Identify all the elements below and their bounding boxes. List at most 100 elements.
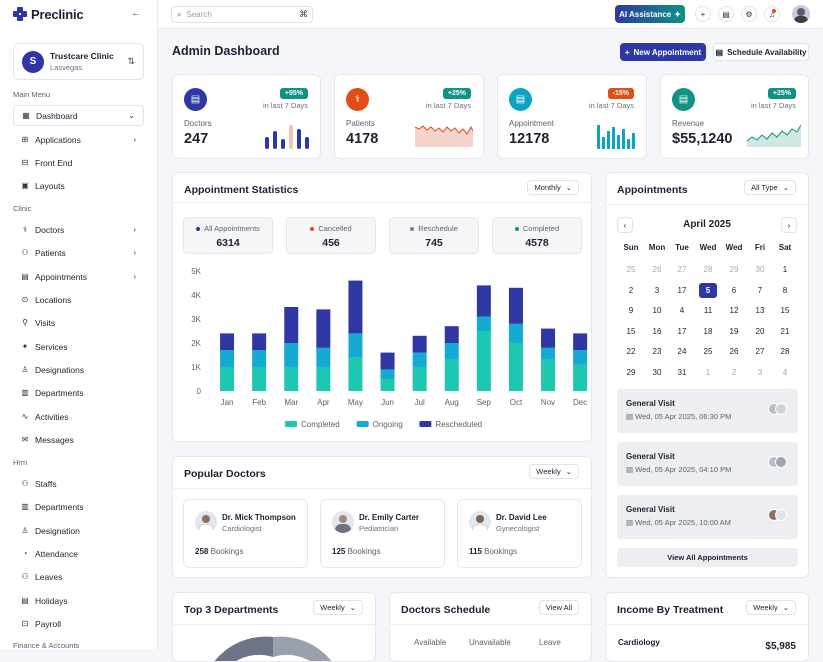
sidebar-item-patients[interactable]: ⚇ Patients › bbox=[13, 242, 144, 263]
doctor-card[interactable]: Dr. Emily Carter Pediatrician 125 Bookin… bbox=[320, 499, 445, 568]
visit-item[interactable]: General Visit ▤ Wed, 05 Apr 2025, 06:30 … bbox=[617, 389, 798, 433]
calendar-day[interactable]: 2 bbox=[731, 367, 737, 377]
sidebar-item-locations[interactable]: ⊙ Locations bbox=[13, 289, 144, 310]
next-month-button[interactable]: › bbox=[781, 217, 797, 233]
add-icon[interactable]: + bbox=[695, 6, 711, 22]
weekly-filter-dropdown[interactable]: Weekly ⌄ bbox=[746, 600, 796, 615]
sidebar-item-hrm-departments[interactable]: ▥ Departments bbox=[13, 496, 144, 517]
bar-segment-rescheduled bbox=[444, 326, 459, 343]
ai-assistance-button[interactable]: AI Assistance ✦ bbox=[615, 5, 685, 23]
calendar-day[interactable]: 17 bbox=[677, 326, 687, 336]
prev-month-button[interactable]: ‹ bbox=[617, 217, 633, 233]
calendar-day[interactable]: 2 bbox=[628, 285, 634, 295]
doctor-card[interactable]: Dr. Mick Thompson Cardiologist 258 Booki… bbox=[183, 499, 308, 568]
visit-item[interactable]: General Visit ▤ Wed, 05 Apr 2025, 10:00 … bbox=[617, 495, 798, 539]
settings-icon[interactable]: ⚙ bbox=[741, 6, 757, 22]
calendar-day[interactable]: 11 bbox=[703, 306, 713, 315]
divider bbox=[173, 624, 375, 625]
calendar-day[interactable]: 3 bbox=[654, 285, 660, 295]
calendar-day[interactable]: 26 bbox=[729, 347, 739, 356]
calendar-day[interactable]: 23 bbox=[652, 347, 662, 356]
calendar-day[interactable]: 1 bbox=[705, 367, 711, 377]
calendar-day[interactable]: 6 bbox=[731, 285, 737, 295]
collapse-sidebar-icon[interactable]: ← bbox=[131, 8, 141, 19]
sidebar-item-designation[interactable]: ♙ Designation bbox=[13, 520, 144, 541]
calendar-day[interactable]: 10 bbox=[652, 306, 662, 315]
calendar-day[interactable]: 30 bbox=[755, 265, 765, 274]
calendar-day[interactable]: 7 bbox=[757, 285, 763, 295]
calendar-day[interactable]: 15 bbox=[780, 306, 790, 315]
bar-segment-ongoing bbox=[573, 350, 588, 365]
calendar-day[interactable]: 29 bbox=[729, 265, 739, 274]
bar-segment-ongoing bbox=[508, 323, 523, 343]
stat-label: Doctors bbox=[184, 119, 212, 128]
sidebar-item-layouts[interactable]: ▣ Layouts bbox=[13, 175, 144, 196]
calendar-day[interactable]: 30 bbox=[652, 367, 662, 377]
calendar-day[interactable]: 27 bbox=[755, 347, 765, 356]
x-tick-label: Dec bbox=[573, 398, 587, 407]
calendar-day[interactable]: 16 bbox=[652, 326, 662, 336]
calendar-day[interactable]: 25 bbox=[626, 265, 636, 274]
view-all-appointments-button[interactable]: View All Appointments bbox=[617, 548, 798, 567]
sidebar-item-doctors[interactable]: ⚕ Doctors › bbox=[13, 219, 144, 240]
sidebar-item-visits[interactable]: ⚲ Visits bbox=[13, 312, 144, 333]
weekly-filter-dropdown[interactable]: Weekly ⌄ bbox=[529, 464, 579, 479]
sidebar-item-front-end[interactable]: ⊟ Front End bbox=[13, 152, 144, 173]
calendar-day[interactable]: 19 bbox=[729, 326, 739, 336]
calendar-day[interactable]: 18 bbox=[703, 326, 713, 336]
calendar-day[interactable]: 12 bbox=[729, 306, 739, 315]
booking-suffix: Bookings bbox=[210, 547, 244, 556]
notification-bell-icon[interactable]: ♫ bbox=[764, 6, 780, 22]
sidebar-item-staffs[interactable]: ⚇ Staffs bbox=[13, 473, 144, 494]
schedule-availability-button[interactable]: ▤ Schedule Availability bbox=[713, 43, 809, 61]
sidebar-item-messages[interactable]: ✉ Messages bbox=[13, 429, 144, 450]
calendar-day[interactable]: 25 bbox=[703, 347, 713, 356]
calendar-day[interactable]: 4 bbox=[782, 367, 788, 377]
sidebar-item-payroll[interactable]: ⊡ Payroll bbox=[13, 613, 144, 634]
sidebar-item-attendance[interactable]: ◔ Attendance bbox=[13, 543, 144, 564]
calendar-day[interactable]: 29 bbox=[626, 367, 636, 377]
type-filter-dropdown[interactable]: All Type ⌄ bbox=[744, 180, 796, 195]
calendar-day[interactable]: 24 bbox=[677, 347, 687, 356]
doctor-card[interactable]: Dr. David Lee Gynecologist 115 Bookings bbox=[457, 499, 582, 568]
calendar-day[interactable]: 17 bbox=[677, 285, 687, 295]
sidebar-item-designations[interactable]: ♙ Designations bbox=[13, 359, 144, 380]
calendar-day[interactable]: 15 bbox=[626, 326, 636, 336]
user-avatar[interactable] bbox=[792, 5, 810, 23]
calendar-day[interactable]: 3 bbox=[757, 367, 763, 377]
sidebar-item-activities[interactable]: ∿ Activities bbox=[13, 406, 144, 427]
income-item-label: Cardiology bbox=[618, 638, 660, 647]
visit-date: ▤ Wed, 05 Apr 2025, 06:30 PM bbox=[626, 412, 731, 421]
calendar-day[interactable]: 4 bbox=[679, 306, 685, 315]
calendar-day[interactable]: 13 bbox=[755, 306, 765, 315]
calendar-day[interactable]: 28 bbox=[780, 347, 790, 356]
calendar-day-selected[interactable]: 5 bbox=[699, 282, 717, 298]
calendar-day[interactable]: 28 bbox=[703, 265, 713, 274]
calendar-day[interactable]: 21 bbox=[780, 326, 790, 336]
sidebar-item-dashboard[interactable]: ▦ Dashboard ⌄ bbox=[13, 105, 144, 126]
calendar-day[interactable]: 26 bbox=[652, 265, 662, 274]
calendar-day[interactable]: 20 bbox=[755, 326, 765, 336]
calendar-day[interactable]: 31 bbox=[677, 367, 687, 377]
sidebar-item-departments[interactable]: ▥ Departments bbox=[13, 382, 144, 403]
calendar-icon[interactable]: ▤ bbox=[718, 6, 734, 22]
view-all-schedule-button[interactable]: View All bbox=[538, 600, 579, 615]
calendar-day[interactable]: 27 bbox=[677, 265, 687, 274]
sidebar-item-leaves[interactable]: ⚇ Leaves bbox=[13, 566, 144, 587]
sidebar-item-applications[interactable]: ⊞ Applications › bbox=[13, 129, 144, 150]
search-input[interactable]: ⌕ Search ⌘ bbox=[171, 6, 313, 23]
calendar-day[interactable]: 1 bbox=[782, 265, 788, 274]
appointments-title: Appointments bbox=[617, 184, 688, 196]
sidebar-item-holidays[interactable]: ▤ Holidays bbox=[13, 590, 144, 611]
monthly-filter-dropdown[interactable]: Monthly ⌄ bbox=[527, 180, 579, 195]
sidebar-item-appointments[interactable]: ▤ Appointments › bbox=[13, 266, 144, 287]
new-appointment-button[interactable]: + New Appointment bbox=[620, 43, 706, 61]
calendar-day[interactable]: 22 bbox=[626, 347, 636, 356]
app-logo[interactable]: Preclinic bbox=[13, 6, 84, 22]
sidebar-item-services[interactable]: ✦ Services bbox=[13, 336, 144, 357]
calendar-day[interactable]: 9 bbox=[628, 306, 634, 315]
visit-item[interactable]: General Visit ▤ Wed, 05 Apr 2025, 04:10 … bbox=[617, 442, 798, 486]
clinic-switcher[interactable]: S Trustcare Clinic Lasvegas ⇅ bbox=[13, 43, 144, 80]
calendar-day[interactable]: 8 bbox=[782, 285, 788, 295]
weekly-filter-dropdown[interactable]: Weekly ⌄ bbox=[313, 600, 363, 615]
